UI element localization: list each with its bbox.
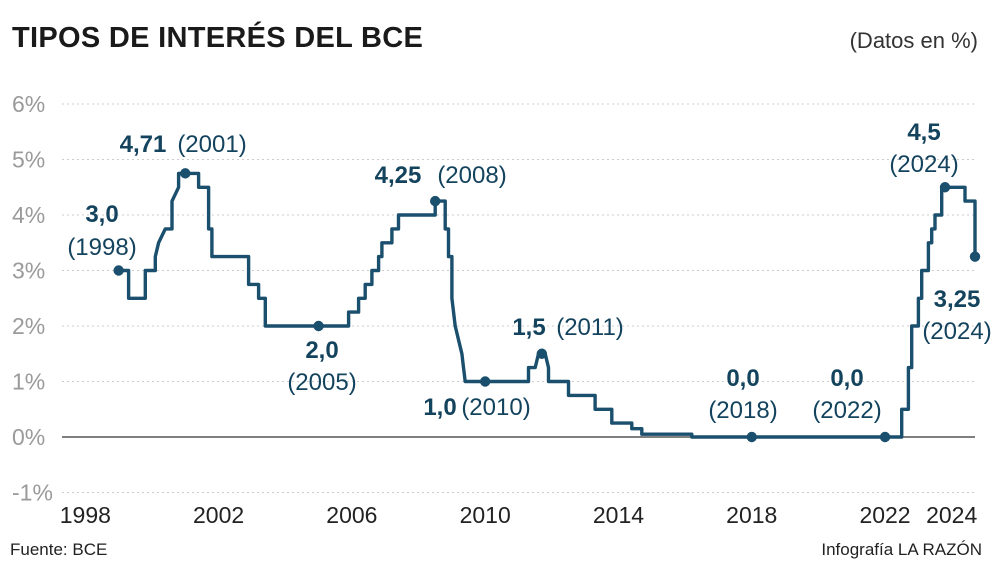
annotation-year: (2024) xyxy=(889,151,958,178)
source-label: Fuente: BCE xyxy=(10,540,108,559)
x-tick-label: 2014 xyxy=(593,502,644,528)
highlight-point xyxy=(113,265,124,276)
chart-title: TIPOS DE INTERÉS DEL BCE xyxy=(12,22,424,54)
x-tick-label: 2018 xyxy=(726,502,777,528)
annotation-year: (1998) xyxy=(67,234,136,261)
annotation-value: 0,0 xyxy=(726,365,759,392)
x-axis-ticks: 1998 2002 2006 2010 2014 2018 2022 2024 xyxy=(60,502,978,528)
annotation-year: (2022) xyxy=(812,397,881,424)
x-tick-label: 2010 xyxy=(460,502,511,528)
y-tick-label: 4% xyxy=(12,202,45,228)
highlight-point xyxy=(479,376,491,387)
units-label: (Datos en %) xyxy=(849,28,978,53)
annotation-value: 4,5 xyxy=(907,119,940,146)
y-tick-label: 6% xyxy=(12,91,45,117)
annotation-year: (2018) xyxy=(708,397,777,424)
series-line xyxy=(116,171,977,439)
y-tick-label: 1% xyxy=(12,369,45,395)
annotation-year: (2010) xyxy=(461,394,530,421)
x-tick-label: 2002 xyxy=(193,502,244,528)
highlight-point xyxy=(939,182,951,193)
highlight-point xyxy=(746,431,757,443)
annotation-value: 3,25 xyxy=(934,286,981,313)
annotation-value: 4,71 xyxy=(120,131,167,158)
highlight-point xyxy=(536,348,548,359)
annotation-year: (2008) xyxy=(437,162,506,189)
gridlines xyxy=(62,103,975,493)
highlight-point xyxy=(879,431,891,443)
x-tick-label: 2024 xyxy=(926,502,977,528)
y-tick-label: 0% xyxy=(12,424,45,450)
highlight-point xyxy=(969,251,981,262)
y-tick-label: 5% xyxy=(12,147,45,173)
x-tick-label: 2022 xyxy=(859,502,910,528)
annotation-value: 3,0 xyxy=(85,201,118,228)
annotation-value: 2,0 xyxy=(305,337,338,364)
y-tick-label: 2% xyxy=(12,313,45,339)
rate-line xyxy=(116,171,977,439)
x-tick-label: 1998 xyxy=(60,502,111,528)
x-tick-label: 2006 xyxy=(326,502,377,528)
highlight-point xyxy=(313,320,324,332)
annotation-year: (2005) xyxy=(287,369,356,396)
annotation-year: (2001) xyxy=(177,131,246,158)
highlight-markers xyxy=(113,168,981,443)
y-axis-ticks: -1% 0% 1% 2% 3% 4% 5% 6% xyxy=(12,91,53,506)
y-tick-label: -1% xyxy=(12,480,53,506)
annotation-value: 4,25 xyxy=(375,162,422,189)
annotation-year: (2024) xyxy=(922,318,991,345)
y-tick-label: 3% xyxy=(12,258,45,284)
annotations: 3,0 (1998) 4,71 (2001) 2,0 (2005) 4,25 (2008) 1,… xyxy=(67,119,991,424)
annotation-value: 1,0 xyxy=(423,394,456,421)
highlight-point xyxy=(180,168,191,179)
annotation-value: 1,5 xyxy=(512,314,545,341)
annotation-value: 0,0 xyxy=(830,365,863,392)
annotation-year: (2011) xyxy=(556,314,624,341)
highlight-point xyxy=(430,195,441,207)
credit-label: Infografía LA RAZÓN xyxy=(821,540,982,559)
